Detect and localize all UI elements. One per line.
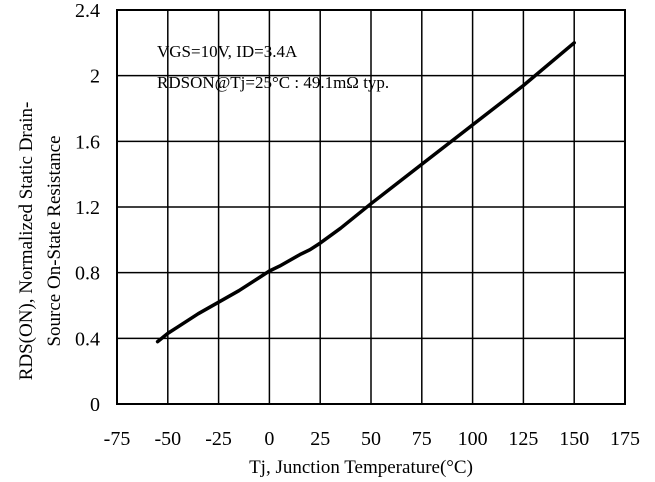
y-tick-label: 2.4 (75, 0, 100, 22)
y-tick-label: 0 (90, 394, 100, 416)
y-tick-labels: 0 0.4 0.8 1.2 1.6 2 2.4 (75, 0, 100, 416)
x-tick-label: 125 (508, 428, 538, 450)
y-tick-label: 2 (90, 66, 100, 88)
plot-frame (116, 9, 626, 405)
annotation-rdson: RDSON@Tj=25°C : 49.1mΩ typ. (157, 73, 389, 92)
y-tick-label: 0.8 (75, 263, 100, 285)
x-tick-label: 75 (412, 428, 432, 450)
series-layer (155, 41, 576, 344)
series-line-0 (155, 41, 576, 344)
y-axis-label-line2: Source On-State Resistance (44, 135, 65, 346)
annotation-conditions: VGS=10V, ID=3.4A (157, 42, 298, 61)
x-tick-label: 25 (310, 428, 330, 450)
x-tick-label: -50 (154, 428, 181, 450)
x-tick-label: 150 (559, 428, 589, 450)
x-tick-label: -25 (205, 428, 232, 450)
grid (117, 10, 625, 404)
y-tick-label: 1.6 (75, 131, 100, 153)
y-tick-label: 0.4 (75, 328, 100, 350)
x-tick-label: 0 (264, 428, 274, 450)
y-axis-label-line1: RDS(ON), Normalized Static Drain- (16, 102, 37, 381)
x-tick-label: 175 (610, 428, 640, 450)
x-tick-label: -75 (104, 428, 131, 450)
x-tick-label: 100 (458, 428, 488, 450)
x-axis-label: Tj, Junction Temperature(°C) (249, 457, 473, 478)
x-tick-label: 50 (361, 428, 381, 450)
y-tick-label: 1.2 (75, 197, 100, 219)
x-tick-labels: -75 -50 -25 0 25 50 75 100 125 150 175 (104, 428, 640, 450)
